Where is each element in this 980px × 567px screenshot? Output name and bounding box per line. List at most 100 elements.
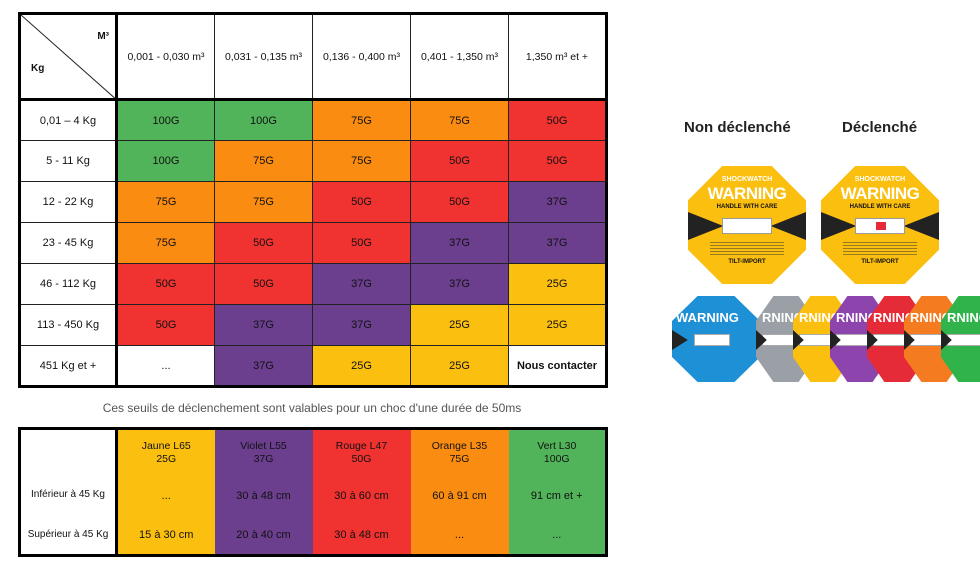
fine-print xyxy=(710,242,784,256)
g-threshold-cell: 75G xyxy=(116,181,215,223)
sensor-window xyxy=(855,218,905,234)
indicator-header-purple: Violet L55 37G xyxy=(214,428,313,476)
indicator-header-yellow: Jaune L65 25G xyxy=(116,428,215,476)
g-threshold-cell: 50G xyxy=(312,181,411,223)
tilt-text: TILT-IMPORT xyxy=(861,259,899,265)
indicator-g: 25G xyxy=(156,452,177,465)
drop-height-cell: ... xyxy=(410,515,509,556)
drop-height-cell: 30 à 60 cm xyxy=(312,475,411,516)
g-threshold-cell: 37G xyxy=(508,181,607,223)
indicator-name: Jaune L65 xyxy=(141,439,191,452)
thresholds-corner xyxy=(19,428,118,476)
stacked-arrow-band xyxy=(867,330,878,350)
weight-range-label: 451 Kg et + xyxy=(19,345,118,387)
stacked-sensor-window xyxy=(799,334,835,346)
weight-range-label: 5 - 11 Kg xyxy=(19,140,118,182)
volume-axis-label: M³ xyxy=(97,31,109,42)
stacked-sensor-window xyxy=(836,334,872,346)
g-threshold-cell: 50G xyxy=(116,304,215,346)
g-threshold-cell: 37G xyxy=(410,263,509,305)
g-threshold-cell: 25G xyxy=(508,263,607,305)
indicator-header-orange: Orange L35 75G xyxy=(410,428,509,476)
shockwatch-indicator-triggered: SHOCKWATCH WARNING HANDLE WITH CARE TILT… xyxy=(821,166,939,284)
stacked-sensor-window xyxy=(694,334,730,346)
g-threshold-cell: 37G xyxy=(410,222,509,264)
g-threshold-cell: 50G xyxy=(410,140,509,182)
indicator-name: Rouge L47 xyxy=(335,439,388,452)
g-threshold-cell: 37G xyxy=(214,345,313,387)
g-threshold-cell: 50G xyxy=(312,222,411,264)
thresholds-row: Supérieur à 45 Kg 15 à 30 cm 20 à 40 cm … xyxy=(19,515,607,556)
g-threshold-cell: 100G xyxy=(116,140,215,182)
column-header: 0,001 - 0,030 m³ xyxy=(116,13,215,101)
shockwatch-indicator-untriggered: SHOCKWATCH WARNING HANDLE WITH CARE TILT… xyxy=(688,166,806,284)
stacked-indicator: WARNING xyxy=(672,296,760,382)
weight-class-label: Inférieur à 45 Kg xyxy=(19,475,118,516)
drop-height-cell: 20 à 40 cm xyxy=(214,515,313,556)
g-threshold-cell: 75G xyxy=(312,140,411,182)
thresholds-header-row: Jaune L65 25G Violet L55 37G Rouge L47 50G … xyxy=(19,428,607,476)
g-threshold-cell: 37G xyxy=(312,263,411,305)
g-threshold-cell: 25G xyxy=(312,345,411,387)
stacked-arrow-band xyxy=(793,330,804,350)
g-threshold-cell: 50G xyxy=(410,181,509,223)
brand-text: SHOCKWATCH xyxy=(854,176,906,183)
g-threshold-cell: 50G xyxy=(116,263,215,305)
weight-range-label: 23 - 45 Kg xyxy=(19,222,118,264)
brand-text: SHOCKWATCH xyxy=(721,176,773,183)
g-threshold-cell: 50G xyxy=(508,140,607,182)
sensor-window xyxy=(722,218,772,234)
handle-text: HANDLE WITH CARE xyxy=(849,204,911,210)
matrix-header-row: M³ Kg 0,001 - 0,030 m³ 0,031 - 0,135 m³ … xyxy=(19,13,607,101)
g-threshold-cell: 25G xyxy=(410,304,509,346)
drop-height-cell: 30 à 48 cm xyxy=(312,515,411,556)
weight-class-label: Supérieur à 45 Kg xyxy=(19,515,118,556)
column-header: 1,350 m³ et + xyxy=(508,13,607,101)
drop-height-cell: 91 cm et + xyxy=(508,475,607,516)
g-threshold-cell: 100G xyxy=(214,99,313,141)
indicator-g: 37G xyxy=(253,452,274,465)
indicator-color-stack: WARNINGRNINGRNINGRNINGRNINGRNINGRNING xyxy=(672,296,980,382)
indicator-face: SHOCKWATCH WARNING HANDLE WITH CARE TILT… xyxy=(688,166,806,284)
weight-range-label: 113 - 450 Kg xyxy=(19,304,118,346)
drop-height-cell: 30 à 48 cm xyxy=(214,475,313,516)
matrix-row: 113 - 450 Kg 50G 37G 37G 25G 25G xyxy=(19,304,607,346)
stacked-arrow-band xyxy=(904,330,915,350)
thresholds-row: Inférieur à 45 Kg ... 30 à 48 cm 30 à 60… xyxy=(19,475,607,516)
duration-caption: Ces seuils de déclenchement sont valable… xyxy=(102,401,522,415)
fine-print xyxy=(843,242,917,256)
stacked-arrow-band xyxy=(941,330,952,350)
column-header: 0,031 - 0,135 m³ xyxy=(214,13,313,101)
stacked-warning-text: RNING xyxy=(947,310,980,325)
drop-height-table: Jaune L65 25G Violet L55 37G Rouge L47 50G … xyxy=(18,427,608,557)
matrix-corner: M³ Kg xyxy=(19,13,118,101)
column-header: 0,401 - 1,350 m³ xyxy=(410,13,509,101)
stacked-arrow-band xyxy=(756,330,767,350)
indicator-face: SHOCKWATCH WARNING HANDLE WITH CARE TILT… xyxy=(821,166,939,284)
stacked-sensor-window xyxy=(910,334,946,346)
stacked-arrow-band xyxy=(830,330,841,350)
g-threshold-cell: ... xyxy=(116,345,215,387)
indicator-g: 100G xyxy=(543,452,570,465)
g-threshold-cell: 75G xyxy=(214,181,313,223)
column-header: 0,136 - 0,400 m³ xyxy=(312,13,411,101)
drop-height-cell: 15 à 30 cm xyxy=(116,515,215,556)
g-threshold-cell: 75G xyxy=(410,99,509,141)
g-threshold-cell: 50G xyxy=(508,99,607,141)
drop-height-cell: ... xyxy=(116,475,215,516)
matrix-row: 451 Kg et +... 37G 25G 25G Nous contacter xyxy=(19,345,607,387)
handle-text: HANDLE WITH CARE xyxy=(716,204,778,210)
g-threshold-cell: 75G xyxy=(312,99,411,141)
indicator-g: 75G xyxy=(449,452,470,465)
g-threshold-cell: 75G xyxy=(214,140,313,182)
matrix-row: 12 - 22 Kg 75G 75G 50G 50G 37G xyxy=(19,181,607,223)
matrix-row: 5 - 11 Kg 100G 75G 75G 50G 50G xyxy=(19,140,607,182)
weight-range-label: 0,01 – 4 Kg xyxy=(19,99,118,141)
indicator-name: Violet L55 xyxy=(240,439,287,452)
g-threshold-cell: 37G xyxy=(508,222,607,264)
g-threshold-cell: 75G xyxy=(116,222,215,264)
weight-range-label: 46 - 112 Kg xyxy=(19,263,118,305)
g-threshold-cell: 25G xyxy=(410,345,509,387)
drop-height-cell: ... xyxy=(508,515,607,556)
indicator-name: Orange L35 xyxy=(431,439,488,452)
